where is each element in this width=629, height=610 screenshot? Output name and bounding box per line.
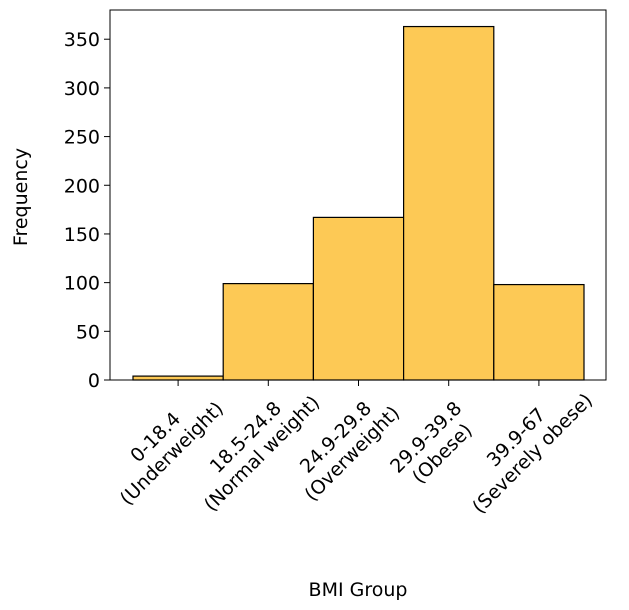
bar-1 — [222, 283, 314, 381]
bars-group — [132, 25, 585, 381]
y-tick-label-3: 150 — [64, 224, 100, 246]
y-tick-label-6: 300 — [64, 78, 100, 100]
y-tick-label-5: 250 — [64, 127, 100, 149]
x-tick-label-4: 39.9-67(Severely obese) — [452, 373, 597, 518]
y-tick-label-4: 200 — [64, 175, 100, 197]
x-axis-label: BMI Group — [309, 579, 408, 601]
x-axis: 0-18.4(Underweight)18.5-24.8(Normal weig… — [116, 373, 597, 518]
bar-4 — [493, 283, 585, 381]
y-tick-label-7: 350 — [64, 29, 100, 51]
y-axis-label: Frequency — [10, 148, 32, 246]
x-tick-label-3: 29.9-39.8(Obese) — [386, 397, 482, 493]
y-axis: 0 50 100 150 200 250 300 350 — [64, 29, 110, 392]
y-tick-label-1: 50 — [76, 321, 100, 343]
bar-2 — [312, 216, 405, 381]
y-tick-label-2: 100 — [64, 273, 100, 295]
x-tick-label-1: 18.5-24.8(Normal weight) — [184, 375, 324, 515]
y-tick-label-0: 0 — [88, 370, 100, 392]
bar-3 — [403, 25, 495, 381]
bar-0 — [132, 375, 224, 381]
